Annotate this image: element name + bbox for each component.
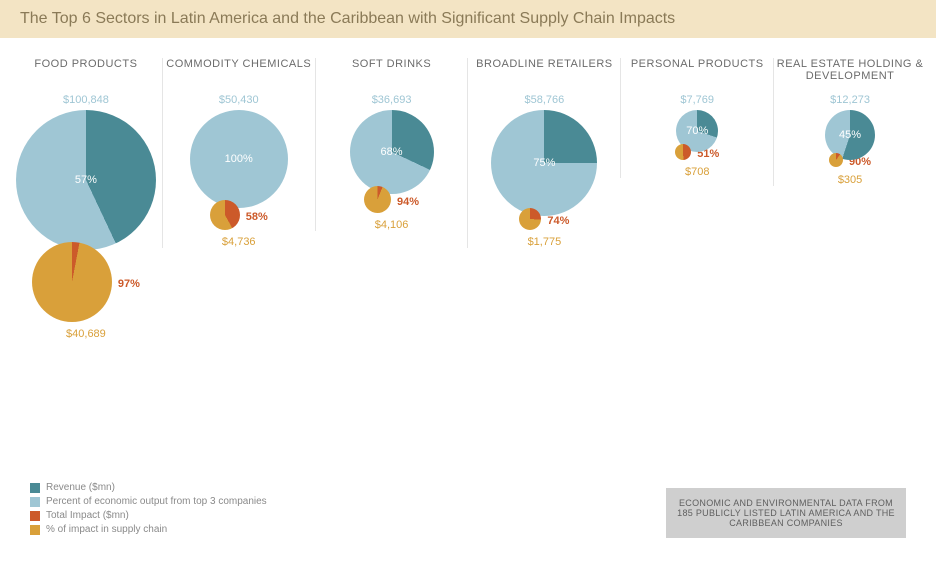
legend-swatch: [30, 525, 40, 535]
impact-row: 97%: [32, 246, 140, 322]
sector-column: FOOD PRODUCTS $100,848 57% 97% $40,689: [10, 58, 162, 340]
legend-item: % of impact in supply chain: [30, 524, 267, 535]
sector-name: BROADLINE RETAILERS: [476, 58, 612, 86]
revenue-percent: 75%: [533, 157, 555, 169]
sector-column: PERSONAL PRODUCTS$7,76970%51%$708: [620, 58, 773, 178]
impact-value: $1,775: [528, 236, 562, 248]
legend: Revenue ($mn) Percent of economic output …: [30, 479, 267, 538]
legend-label: Revenue ($mn): [46, 482, 115, 493]
revenue-value: $7,769: [680, 94, 714, 106]
revenue-pie: 57%: [16, 110, 156, 250]
impact-percent: 74%: [547, 215, 569, 227]
sector-column: BROADLINE RETAILERS $58,766 75% 74% $1,775: [467, 58, 620, 248]
legend-item: Percent of economic output from top 3 co…: [30, 496, 267, 507]
impact-value: $40,689: [66, 328, 106, 340]
impact-pie: [32, 242, 112, 322]
impact-value: $4,106: [375, 219, 409, 231]
impact-pie: [364, 186, 391, 213]
revenue-value: $50,430: [219, 94, 259, 106]
legend-label: % of impact in supply chain: [46, 524, 167, 535]
impact-percent: 97%: [118, 278, 140, 290]
sector-name: REAL ESTATE HOLDING & DEVELOPMENT: [776, 58, 924, 86]
impact-value: $708: [685, 166, 709, 178]
impact-percent: 58%: [246, 211, 268, 223]
sector-name: COMMODITY CHEMICALS: [166, 58, 311, 86]
impact-pie: [210, 200, 240, 230]
revenue-percent: 100%: [225, 153, 253, 165]
sector-name: FOOD PRODUCTS: [34, 58, 137, 86]
revenue-pie: 68%: [350, 110, 434, 194]
sector-column: SOFT DRINKS $36,693 68% 94% $4,106: [315, 58, 468, 231]
legend-swatch: [30, 497, 40, 507]
legend-item: Revenue ($mn): [30, 482, 267, 493]
revenue-value: $12,273: [830, 94, 870, 106]
revenue-percent: 57%: [75, 174, 97, 186]
revenue-percent: 70%: [686, 125, 708, 137]
impact-value: $4,736: [222, 236, 256, 248]
sector-column: COMMODITY CHEMICALS $50,430 100% 58% $4,736: [162, 58, 315, 248]
sectors-row: FOOD PRODUCTS $100,848 57% 97% $40,689 COMMOD…: [0, 38, 936, 398]
impact-pie: [829, 153, 843, 167]
sector-name: PERSONAL PRODUCTS: [631, 58, 764, 86]
sector-column: REAL ESTATE HOLDING & DEVELOPMENT $12,273…: [773, 58, 926, 186]
data-source-note: ECONOMIC AND ENVIRONMENTAL DATA FROM 185…: [666, 488, 906, 538]
legend-label: Percent of economic output from top 3 co…: [46, 496, 267, 507]
revenue-pie: 75%: [491, 110, 597, 216]
impact-pie: [675, 144, 691, 160]
revenue-value: $58,766: [525, 94, 565, 106]
legend-swatch: [30, 483, 40, 493]
impact-percent: 94%: [397, 196, 419, 208]
revenue-value: $100,848: [63, 94, 109, 106]
page-title: The Top 6 Sectors in Latin America and t…: [0, 0, 936, 38]
revenue-percent: 45%: [839, 129, 861, 141]
legend-label: Total Impact ($mn): [46, 510, 129, 521]
revenue-value: $36,693: [372, 94, 412, 106]
revenue-percent: 68%: [381, 146, 403, 158]
revenue-pie: 100%: [190, 110, 288, 208]
legend-swatch: [30, 511, 40, 521]
impact-pie: [519, 208, 541, 230]
impact-value: $305: [838, 174, 862, 186]
sector-name: SOFT DRINKS: [352, 58, 431, 86]
legend-item: Total Impact ($mn): [30, 510, 267, 521]
